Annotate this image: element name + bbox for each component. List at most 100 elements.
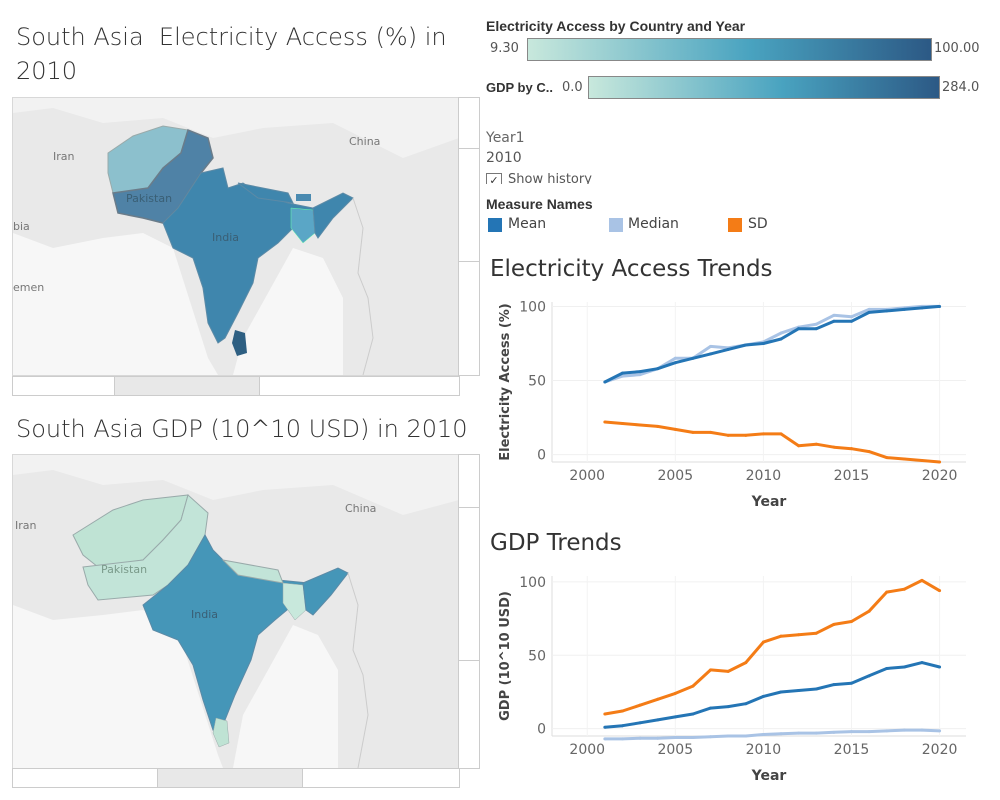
gdp-mean-point[interactable] bbox=[603, 725, 607, 729]
elec-mean-point[interactable] bbox=[779, 337, 783, 341]
gdp-sd-point[interactable] bbox=[656, 697, 660, 701]
elec-mean-point[interactable] bbox=[814, 327, 818, 331]
gdp-sd-point[interactable] bbox=[814, 631, 818, 635]
gdp-median-point[interactable] bbox=[814, 731, 818, 735]
gdp-map-svg[interactable] bbox=[13, 455, 459, 768]
gdp-sd-point[interactable] bbox=[726, 669, 730, 673]
map2-vertical-scrollbar[interactable] bbox=[458, 454, 480, 769]
gdp-sd-point[interactable] bbox=[902, 587, 906, 591]
gdp-mean-point[interactable] bbox=[744, 702, 748, 706]
gdp-trends-chart[interactable]: 0 50 100 2000 2005 2010 2015 2020 Year GDP (10^10… bbox=[486, 566, 986, 786]
elec-sd-point[interactable] bbox=[920, 459, 924, 463]
gdp-median-point[interactable] bbox=[620, 737, 624, 741]
gdp-median-point[interactable] bbox=[726, 734, 730, 738]
year-filter-value[interactable]: 2010 bbox=[486, 150, 522, 166]
map2-vertical-scroll-thumb[interactable] bbox=[458, 507, 480, 661]
map1-vertical-scrollbar[interactable] bbox=[458, 97, 480, 376]
gdp-mean-point[interactable] bbox=[849, 681, 853, 685]
elec-mean-point[interactable] bbox=[691, 356, 695, 360]
elec-series-median-line[interactable] bbox=[604, 304, 940, 384]
elec-mean-point[interactable] bbox=[656, 367, 660, 371]
elec-mean-point[interactable] bbox=[620, 371, 624, 375]
gdp-mean-point[interactable] bbox=[832, 683, 836, 687]
gdp-median-point[interactable] bbox=[673, 735, 677, 739]
gdp-mean-point[interactable] bbox=[779, 690, 783, 694]
gdp-mean-point[interactable] bbox=[673, 715, 677, 719]
elec-sd-point[interactable] bbox=[938, 460, 942, 464]
gdp-median-point[interactable] bbox=[779, 732, 783, 736]
gdp-median-point[interactable] bbox=[885, 729, 889, 733]
gdp-mean-point[interactable] bbox=[938, 665, 942, 669]
elec-mean-point[interactable] bbox=[673, 361, 677, 365]
elec-sd-point[interactable] bbox=[638, 423, 642, 427]
elec-sd-point[interactable] bbox=[779, 432, 783, 436]
gdp-mean-point[interactable] bbox=[620, 724, 624, 728]
elec-series-mean-line[interactable] bbox=[604, 304, 940, 384]
elec-mean-point[interactable] bbox=[603, 380, 607, 384]
elec-median-point[interactable] bbox=[638, 373, 642, 377]
elec-mean-point[interactable] bbox=[797, 327, 801, 331]
elec-median-point[interactable] bbox=[620, 374, 624, 378]
elec-median-point[interactable] bbox=[673, 356, 677, 360]
gdp-series-mean-line[interactable] bbox=[604, 661, 940, 729]
gdp-median-point[interactable] bbox=[761, 733, 765, 737]
gdp-median-point[interactable] bbox=[656, 736, 660, 740]
elec-sd-point[interactable] bbox=[849, 447, 853, 451]
gdp-mean-point[interactable] bbox=[726, 705, 730, 709]
gdp-median-point[interactable] bbox=[744, 734, 748, 738]
show-history-row[interactable]: ✓ Show history bbox=[486, 172, 606, 184]
elec-mean-point[interactable] bbox=[849, 319, 853, 323]
elec-median-point[interactable] bbox=[779, 331, 783, 335]
gdp-mean-point[interactable] bbox=[638, 721, 642, 725]
elec-mean-point[interactable] bbox=[832, 319, 836, 323]
gdp-sd-point[interactable] bbox=[744, 661, 748, 665]
elec-sd-point[interactable] bbox=[620, 421, 624, 425]
elec-sd-point[interactable] bbox=[832, 445, 836, 449]
gdp-mean-point[interactable] bbox=[885, 666, 889, 670]
gdp-mean-point[interactable] bbox=[814, 687, 818, 691]
map2-horizontal-scrollbar[interactable] bbox=[12, 768, 460, 788]
elec-sd-point[interactable] bbox=[673, 427, 677, 431]
elec-mean-point[interactable] bbox=[744, 343, 748, 347]
gdp-sd-point[interactable] bbox=[620, 709, 624, 713]
elec-mean-point[interactable] bbox=[761, 341, 765, 345]
electricity-map-svg[interactable] bbox=[13, 98, 459, 375]
map1-horizontal-scrollbar[interactable] bbox=[12, 376, 460, 396]
gdp-sd-point[interactable] bbox=[885, 590, 889, 594]
electricity-trends-chart[interactable]: 0 50 100 2000 2005 2010 2015 2020 Year Electricit… bbox=[486, 292, 986, 512]
elec-sd-point[interactable] bbox=[691, 430, 695, 434]
map1-horizontal-scroll-thumb[interactable] bbox=[114, 376, 260, 396]
gdp-sd-point[interactable] bbox=[779, 634, 783, 638]
gdp-sd-point[interactable] bbox=[673, 691, 677, 695]
gdp-median-point[interactable] bbox=[797, 731, 801, 735]
electricity-map[interactable]: Iran China India Pakistan bia emen bbox=[12, 97, 460, 376]
elec-mean-point[interactable] bbox=[920, 306, 924, 310]
gdp-median-point[interactable] bbox=[938, 729, 942, 733]
elec-mean-point[interactable] bbox=[867, 310, 871, 314]
gdp-mean-point[interactable] bbox=[691, 712, 695, 716]
elec-sd-point[interactable] bbox=[656, 424, 660, 428]
map1-vertical-scroll-thumb[interactable] bbox=[458, 148, 480, 262]
gdp-sd-point[interactable] bbox=[938, 589, 942, 593]
elec-series-sd-line[interactable] bbox=[604, 420, 940, 464]
elec-sd-point[interactable] bbox=[902, 457, 906, 461]
gdp-sd-point[interactable] bbox=[709, 668, 713, 672]
elec-mean-point[interactable] bbox=[726, 347, 730, 351]
elec-sd-point[interactable] bbox=[709, 430, 713, 434]
gdp-median-point[interactable] bbox=[691, 735, 695, 739]
gdp-median-point[interactable] bbox=[920, 728, 924, 732]
elec-sd-point[interactable] bbox=[885, 456, 889, 460]
gdp-mean-point[interactable] bbox=[797, 688, 801, 692]
gdp-sd-point[interactable] bbox=[849, 620, 853, 624]
gdp-sd-point[interactable] bbox=[832, 622, 836, 626]
gdp-sd-point[interactable] bbox=[797, 633, 801, 637]
elec-sd-point[interactable] bbox=[867, 450, 871, 454]
gdp-mean-point[interactable] bbox=[867, 674, 871, 678]
elec-median-point[interactable] bbox=[709, 344, 713, 348]
elec-median-point[interactable] bbox=[814, 322, 818, 326]
gdp-median-point[interactable] bbox=[638, 736, 642, 740]
gdp-median-point[interactable] bbox=[849, 730, 853, 734]
gdp-sd-point[interactable] bbox=[761, 640, 765, 644]
elec-sd-point[interactable] bbox=[603, 420, 607, 424]
elec-sd-point[interactable] bbox=[797, 444, 801, 448]
